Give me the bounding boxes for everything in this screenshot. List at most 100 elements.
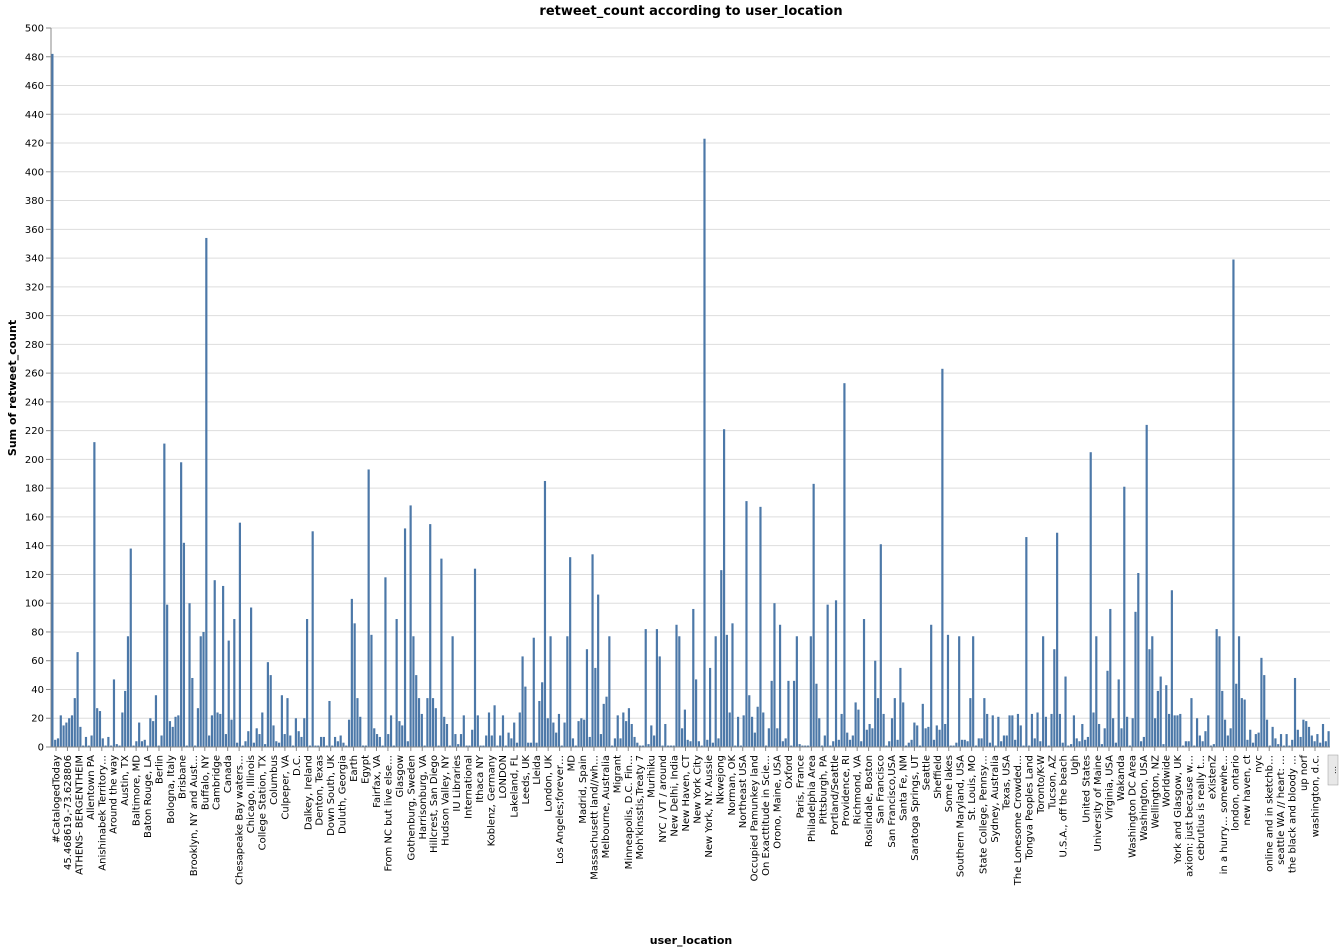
bar <box>941 368 944 747</box>
bar <box>415 675 418 747</box>
bar <box>1198 735 1201 747</box>
bar <box>79 726 82 747</box>
bar <box>949 745 952 747</box>
bar <box>767 728 770 747</box>
y-tick-label: 180 <box>25 484 44 495</box>
bar <box>1296 729 1299 747</box>
bar <box>1058 713 1062 747</box>
bar <box>722 429 726 747</box>
y-tick-label: 200 <box>25 455 44 466</box>
bar <box>191 677 194 747</box>
bar <box>468 745 471 747</box>
gridlines <box>51 27 1330 748</box>
bar <box>608 636 611 747</box>
bar <box>336 741 339 747</box>
bar <box>1028 745 1031 747</box>
x-tick-label: United States <box>1082 755 1093 823</box>
bar <box>602 703 605 747</box>
bar <box>1212 744 1215 747</box>
x-tick-label: Denton, Texas <box>315 755 326 826</box>
x-tick-label: Baltimore, MD <box>132 755 143 826</box>
bar <box>812 483 815 747</box>
bar <box>244 741 247 747</box>
y-axis: 0 20 40 60 80 100 120 140 160 180 200 220 240 260 280 3… <box>25 24 52 754</box>
bar <box>471 729 474 747</box>
bar <box>342 742 345 747</box>
bar <box>700 745 703 747</box>
bar <box>1215 629 1218 747</box>
bar <box>566 636 569 747</box>
bar <box>720 570 723 747</box>
x-tick-label: 45.468619,-73.628806 <box>63 755 74 870</box>
bar <box>678 636 681 747</box>
x-tick-label: Cambridge <box>212 755 223 810</box>
bar <box>51 53 54 748</box>
bar <box>770 680 773 747</box>
bar <box>541 682 544 747</box>
bar <box>549 636 552 747</box>
bar <box>837 739 840 747</box>
x-tick-label: ATHENS- BERGENTHEIM <box>74 755 85 875</box>
x-tick-label: Ithaca NY <box>475 754 486 803</box>
bar <box>465 745 468 747</box>
bar <box>611 745 614 747</box>
bar <box>636 742 639 747</box>
bar <box>250 607 253 747</box>
bar <box>616 715 619 747</box>
bar <box>647 744 650 747</box>
bar <box>185 745 188 747</box>
bar <box>756 706 759 747</box>
x-tick-label: London, UK <box>544 755 555 812</box>
y-tick-label: 40 <box>31 685 44 696</box>
bar <box>1098 723 1101 747</box>
bar <box>300 736 303 747</box>
bar <box>1092 712 1095 747</box>
bar <box>675 624 678 747</box>
bar <box>938 729 941 747</box>
bar <box>166 604 169 747</box>
bar <box>1240 698 1243 747</box>
x-tick-label: York and Glasgow, UK <box>1173 755 1184 865</box>
bar <box>395 619 398 747</box>
bar <box>834 600 838 747</box>
bar <box>988 742 992 747</box>
x-tick-label: Virginia, USA <box>1104 755 1115 820</box>
x-tick-label: Bologna, Italy <box>166 755 177 824</box>
bar <box>163 443 166 747</box>
bar <box>977 738 980 747</box>
bar <box>188 603 191 747</box>
bar <box>168 721 172 747</box>
x-tick-label: Gothenburg, Sweden <box>406 755 417 860</box>
bar <box>1050 713 1053 747</box>
x-tick-label: NYC / VT / around <box>658 755 669 843</box>
bar <box>252 742 255 747</box>
bar <box>499 735 502 747</box>
x-tick-label: New Haven, CT <box>681 754 692 831</box>
bar <box>1103 728 1106 747</box>
x-tick-label: Paris, France <box>795 755 806 818</box>
bar <box>403 528 407 747</box>
bar <box>224 734 228 747</box>
bar <box>1137 573 1140 747</box>
x-tick-label: Roslindale, Boston <box>864 755 875 847</box>
bar <box>510 738 513 747</box>
y-tick-label: 260 <box>25 369 44 380</box>
bar <box>110 745 113 747</box>
bar <box>991 715 994 747</box>
bar <box>823 735 826 747</box>
x-tick-label: The Lonesome Crowded… <box>1013 755 1024 886</box>
bar <box>806 745 810 747</box>
y-tick-label: 0 <box>38 743 44 754</box>
bar <box>605 696 608 747</box>
bar <box>115 744 118 747</box>
y-tick-label: 20 <box>31 714 44 725</box>
bar <box>476 715 479 747</box>
x-axis: #CatalogedToday 45.468619,-73.628806 ATHEN… <box>51 746 1339 886</box>
bar <box>233 619 236 747</box>
x-tick-label: Saratoga Springs, UT <box>910 754 921 861</box>
bar <box>658 656 661 747</box>
x-tick-label: cebrutius is really t… <box>1196 755 1207 861</box>
bar <box>1100 744 1103 747</box>
bar <box>532 637 535 747</box>
x-tick-label: axiom: just because w… <box>1185 755 1196 877</box>
